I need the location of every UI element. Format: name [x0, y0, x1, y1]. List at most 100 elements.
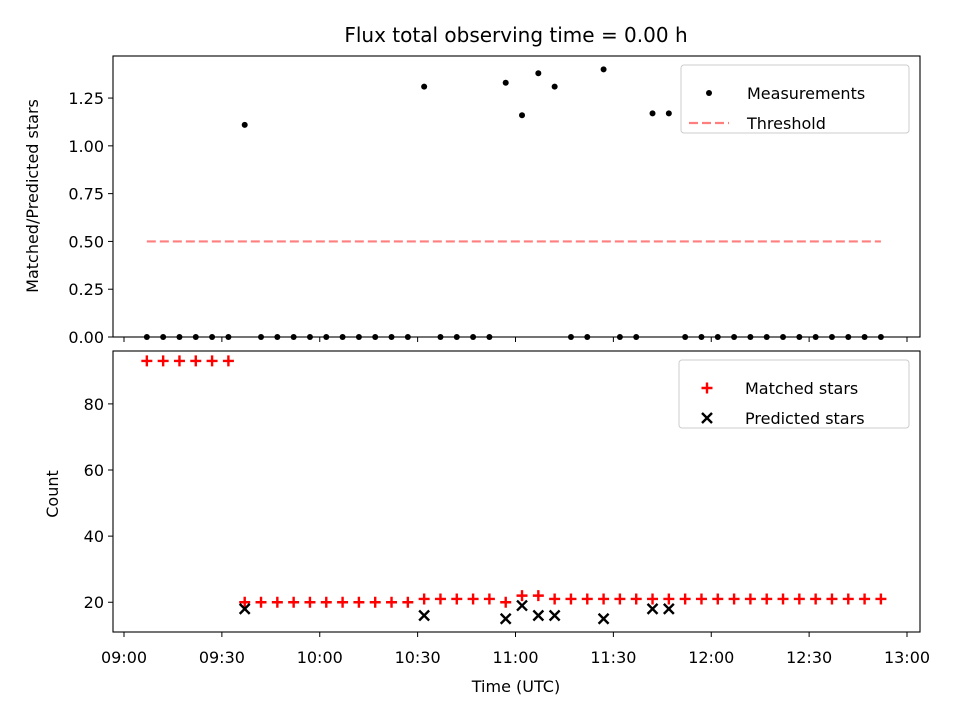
top-axes-frame	[112, 55, 921, 338]
matched-star-point	[532, 590, 544, 602]
matched-star-point	[467, 593, 479, 605]
measurement-point	[665, 110, 672, 117]
measurement-point	[535, 70, 542, 77]
matched-star-point	[255, 596, 267, 608]
matched-star-point	[483, 593, 495, 605]
predicted-star-point	[597, 612, 610, 625]
predicted-star-point	[646, 603, 659, 615]
matched-star-point	[647, 593, 659, 605]
bottom-y-ticks: 20 40 60 80	[84, 395, 113, 612]
measurement-point	[600, 66, 607, 73]
bottom-subplot: Count Time (UTC) 20 40 60 80 09:00 09:30 10:0…	[43, 350, 930, 696]
matched-star-point	[793, 593, 805, 605]
matched-star-point	[304, 596, 316, 608]
matched-star-point	[581, 593, 593, 605]
matched-star-point	[679, 593, 691, 605]
matched-star-point	[744, 593, 756, 605]
matched-star-point	[500, 596, 512, 608]
predicted-star-point	[238, 603, 251, 615]
xtick-label: 11:30	[590, 648, 636, 667]
matched-star-point	[875, 593, 887, 605]
measurement-point	[551, 83, 558, 90]
xtick-label: 10:30	[395, 648, 441, 667]
legend-dot-swatch	[706, 90, 712, 96]
bottom-ytick-label: 60	[84, 461, 104, 480]
top-ytick-label: 0.00	[68, 328, 104, 347]
matched-star-point	[598, 593, 610, 605]
legend-frame	[678, 359, 910, 429]
matched-star-point	[402, 596, 414, 608]
matched-star-point	[386, 596, 398, 608]
matched-star-point	[859, 593, 871, 605]
legend-x-swatch	[701, 412, 713, 424]
xtick-label: 09:30	[199, 648, 245, 667]
top-ytick-label: 0.75	[68, 185, 104, 204]
bottom-ytick-label: 40	[84, 527, 104, 546]
top-ytick-label: 0.50	[68, 232, 104, 251]
x-axis-label: Time (UTC)	[471, 677, 560, 696]
bottom-plot-marks	[141, 355, 887, 625]
matched-star-point	[810, 593, 822, 605]
top-subplot: Matched/Predicted stars 0.00 0.25 0.50 0.75…	[23, 55, 921, 347]
top-x-ticks	[123, 337, 908, 342]
legend-entry-label: Predicted stars	[745, 409, 865, 428]
matched-star-point	[320, 596, 332, 608]
matched-star-point	[842, 593, 854, 605]
predicted-star-point	[532, 609, 545, 622]
legend-frame	[680, 64, 910, 134]
matched-star-point	[451, 593, 463, 605]
matched-star-point	[728, 593, 740, 605]
matched-star-point	[565, 593, 577, 605]
xtick-label: 13:00	[884, 648, 930, 667]
top-y-ticks: 0.00 0.25 0.50 0.75 1.00 1.25	[68, 89, 113, 347]
matched-star-point	[826, 593, 838, 605]
bottom-ytick-label: 20	[84, 593, 104, 612]
top-legend: Measurements Threshold	[680, 64, 910, 134]
bottom-ytick-label: 80	[84, 395, 104, 414]
matched-star-point	[630, 593, 642, 605]
measurement-point	[421, 83, 428, 90]
measurement-point	[502, 79, 509, 86]
matched-star-point	[712, 593, 724, 605]
measurement-point	[649, 110, 656, 117]
measurement-point	[519, 112, 526, 119]
matched-star-point	[190, 355, 202, 367]
bottom-y-axis-label: Count	[43, 470, 62, 518]
matched-star-point	[141, 355, 153, 367]
legend-entry-label: Matched stars	[745, 379, 858, 398]
xtick-label: 11:00	[492, 648, 538, 667]
matched-star-point	[271, 596, 283, 608]
predicted-star-point	[662, 603, 675, 615]
top-ytick-label: 0.25	[68, 280, 104, 299]
legend-entry-label: Measurements	[747, 84, 865, 103]
predicted-star-point	[418, 609, 430, 622]
predicted-star-point	[548, 609, 561, 622]
matched-star-point	[663, 593, 675, 605]
xtick-label: 12:30	[786, 648, 832, 667]
legend-entry-label: Threshold	[746, 114, 826, 133]
top-y-axis-label: Matched/Predicted stars	[23, 99, 42, 293]
matched-star-point	[549, 593, 561, 605]
matched-star-point	[418, 593, 430, 605]
xtick-label: 09:00	[101, 648, 147, 667]
top-ytick-label: 1.25	[68, 89, 104, 108]
matched-star-point	[222, 355, 234, 367]
xtick-label: 10:00	[297, 648, 343, 667]
bottom-axes-frame	[112, 350, 921, 633]
xtick-label: 12:00	[688, 648, 734, 667]
predicted-star-point	[499, 612, 512, 625]
matched-star-point	[695, 593, 707, 605]
predicted-star-point	[516, 599, 528, 612]
bottom-x-ticks: 09:00 09:30 10:00 10:30 11:00 11:30 12:00 12:30…	[101, 632, 930, 667]
matched-star-point	[369, 596, 381, 608]
measurement-point	[241, 121, 248, 128]
chart-title: Flux total observing time = 0.00 h	[344, 23, 687, 47]
matched-star-point	[288, 596, 300, 608]
matched-star-point	[337, 596, 349, 608]
matched-star-point	[239, 596, 251, 608]
matched-star-point	[157, 355, 169, 367]
matched-star-point	[173, 355, 185, 367]
matched-star-point	[434, 593, 446, 605]
matched-star-point	[516, 590, 528, 602]
